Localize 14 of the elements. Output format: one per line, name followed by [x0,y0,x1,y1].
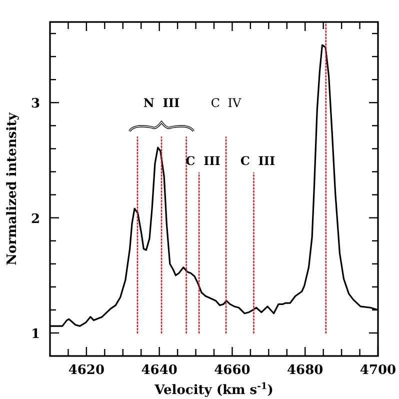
annotation: N III [143,96,180,110]
y-tick-label: 1 [30,326,40,342]
x-tick-label: 4640 [141,363,178,378]
y-axis-title: Normalized intensity [5,112,20,266]
annotation: C IV [210,96,242,110]
x-tick-label: 4620 [68,363,105,378]
y-tick-label: 2 [30,212,40,227]
x-tick-label: 4680 [287,363,324,378]
annotation: C III [186,154,221,168]
x-axis-title: Velocity (km s$^{-1}$) [154,380,274,398]
annotation: C III [240,154,276,168]
x-tick-label: 4700 [360,363,396,378]
x-tick-label: 4660 [214,363,250,378]
y-tick-label: 3 [30,96,40,112]
